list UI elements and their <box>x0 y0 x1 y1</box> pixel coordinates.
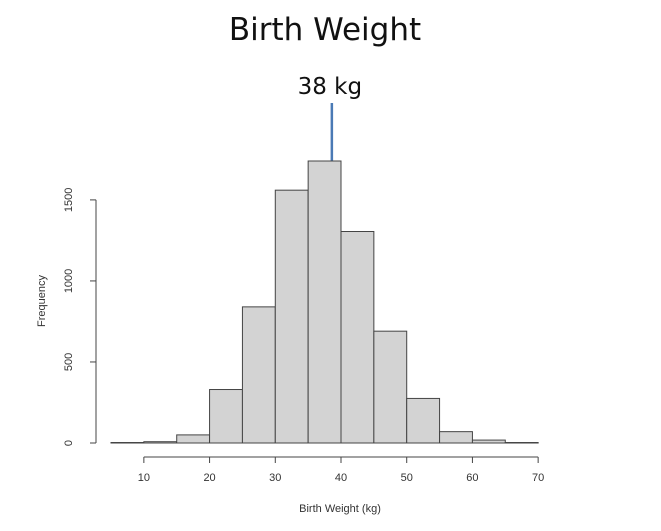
histogram-bar-10 <box>439 431 473 444</box>
histogram-bar-6 <box>307 160 342 444</box>
histogram-bar-3 <box>209 389 243 444</box>
histogram-bar-2 <box>176 434 211 444</box>
y-axis-label: Frequency <box>36 275 48 327</box>
x-tick-label: 50 <box>401 472 413 484</box>
chart-title: Birth Weight <box>229 12 421 48</box>
x-axis: 10 20 30 40 50 60 70 <box>138 456 544 484</box>
histogram-bar-8 <box>373 330 408 444</box>
x-tick-label: 40 <box>335 472 347 484</box>
histogram-bar-5 <box>274 189 309 444</box>
x-axis-label: Birth Weight (kg) <box>299 503 381 515</box>
bars-group <box>110 160 539 444</box>
y-tick-label: 500 <box>63 353 75 371</box>
histogram-bar-11 <box>471 439 506 444</box>
x-tick-label: 10 <box>138 472 150 484</box>
y-tick-label: 1000 <box>63 269 75 293</box>
annotation-label: 38 kg <box>298 74 363 100</box>
histogram-bar-4 <box>241 306 276 444</box>
histogram-bar-1 <box>143 441 178 444</box>
x-tick-label: 30 <box>269 472 281 484</box>
y-tick-label: 0 <box>63 440 75 446</box>
y-axis: 0 500 1000 1500 <box>63 188 97 446</box>
histogram-bar-9 <box>406 397 441 444</box>
x-tick-label: 20 <box>203 472 215 484</box>
x-tick-label: 60 <box>466 472 478 484</box>
x-tick-label: 70 <box>532 472 544 484</box>
histogram-bar-7 <box>340 231 375 444</box>
histogram-bar-12 <box>504 442 539 444</box>
y-tick-label: 1500 <box>63 188 75 212</box>
histogram-bar-0 <box>110 442 145 444</box>
